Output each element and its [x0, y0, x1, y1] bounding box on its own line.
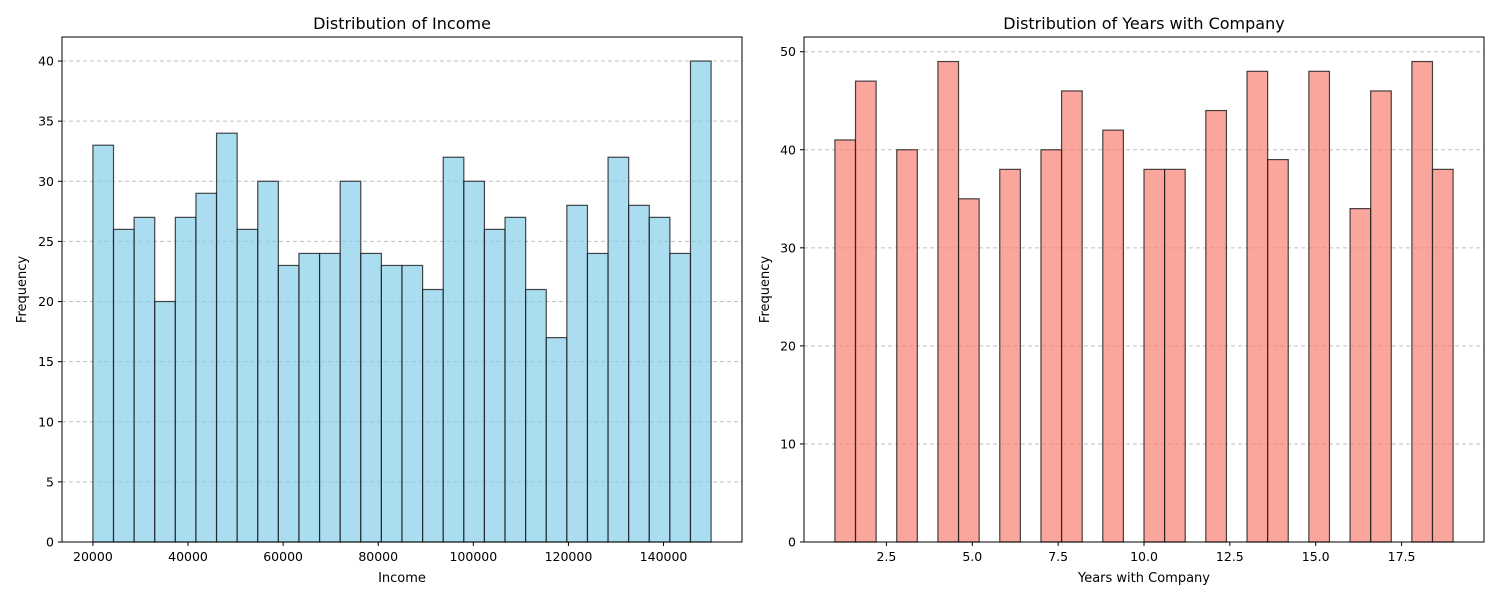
income-bar — [92, 144, 115, 543]
income-y-tick-label: 15 — [38, 354, 54, 369]
income-bar — [133, 216, 156, 543]
income-x-tick-label: 60000 — [263, 549, 303, 564]
income-y-ticks: 0 5 10 15 20 25 30 35 40 — [38, 54, 62, 550]
income-bar — [380, 264, 403, 543]
years-x-axis-label: Years with Company — [1077, 571, 1210, 586]
years-chart-title: Distribution of Years with Company — [1003, 14, 1284, 33]
years-bar — [937, 60, 960, 543]
income-bars — [92, 60, 712, 543]
income-bar — [360, 252, 382, 543]
years-bar — [1411, 60, 1434, 543]
income-y-tick-label: 5 — [46, 474, 54, 489]
years-bar — [1308, 70, 1331, 543]
income-y-tick-label: 20 — [38, 294, 54, 309]
income-bar — [195, 192, 218, 543]
income-x-tick-label: 120000 — [545, 549, 593, 564]
income-bar — [277, 264, 300, 543]
income-y-tick-label: 35 — [38, 114, 54, 129]
years-bar — [1060, 90, 1083, 543]
income-bar — [112, 228, 135, 543]
years-bar — [1267, 158, 1289, 543]
income-histogram: 20000 40000 60000 80000 100000 120000 140000 0… — [15, 14, 743, 586]
years-y-tick-label: 0 — [788, 535, 796, 550]
years-bars — [834, 60, 1454, 543]
income-x-tick-label: 40000 — [168, 549, 208, 564]
years-bar — [1349, 208, 1372, 543]
income-y-tick-label: 10 — [38, 414, 54, 429]
years-y-tick-label: 50 — [780, 44, 796, 59]
income-bar — [504, 216, 527, 543]
years-y-tick-label: 10 — [780, 436, 796, 451]
years-bar — [999, 168, 1021, 543]
income-x-ticks: 20000 40000 60000 80000 100000 120000 140000 — [73, 542, 687, 564]
income-bar — [236, 228, 259, 543]
income-bar — [339, 180, 362, 543]
years-histogram: 2.5 5.0 7.5 10.0 12.5 15.0 17.5 0 10 20 30 40 50 Di… — [758, 14, 1485, 586]
years-x-ticks: 2.5 5.0 7.5 10.0 12.5 15.0 17.5 — [876, 542, 1415, 564]
income-bar — [215, 132, 238, 543]
years-bar — [834, 139, 857, 543]
years-bar — [1164, 168, 1186, 543]
income-y-tick-label: 0 — [46, 535, 54, 550]
years-bar — [957, 198, 980, 543]
income-y-tick-label: 30 — [38, 174, 54, 189]
income-bar — [545, 336, 568, 543]
income-bar — [174, 216, 197, 543]
income-x-axis-label: Income — [378, 571, 426, 586]
income-bar — [422, 288, 444, 543]
income-bar — [648, 216, 671, 543]
years-x-tick-label: 7.5 — [1048, 549, 1068, 564]
years-x-tick-label: 12.5 — [1216, 549, 1244, 564]
income-bar — [298, 252, 321, 543]
income-bar — [154, 300, 176, 543]
income-y-tick-label: 40 — [38, 54, 54, 69]
income-bar — [689, 60, 712, 543]
years-x-tick-label: 17.5 — [1388, 549, 1416, 564]
income-bar — [463, 180, 486, 543]
income-bar — [628, 204, 650, 543]
income-plot-frame — [61, 36, 743, 543]
years-y-tick-label: 40 — [780, 142, 796, 157]
income-chart-title: Distribution of Income — [313, 14, 491, 33]
income-bar — [401, 264, 424, 543]
income-bar — [566, 204, 589, 543]
income-bar — [442, 156, 465, 543]
income-x-tick-label: 100000 — [449, 549, 497, 564]
years-bar — [1205, 109, 1228, 543]
income-x-tick-label: 20000 — [73, 549, 113, 564]
years-x-tick-label: 2.5 — [876, 549, 896, 564]
years-y-axis-label: Frequency — [758, 256, 773, 323]
income-bar — [586, 252, 609, 543]
income-x-tick-label: 80000 — [358, 549, 398, 564]
income-bar — [607, 156, 630, 543]
years-bar — [1370, 90, 1392, 543]
years-y-ticks: 0 10 20 30 40 50 — [780, 44, 804, 550]
years-bar — [1431, 168, 1454, 543]
income-y-axis-label: Frequency — [15, 256, 30, 323]
years-y-tick-label: 20 — [780, 338, 796, 353]
years-x-tick-label: 15.0 — [1302, 549, 1330, 564]
years-bar — [854, 80, 877, 543]
years-bar — [896, 149, 918, 543]
income-bar — [257, 180, 279, 543]
years-bar — [1040, 149, 1063, 543]
income-y-tick-label: 25 — [38, 234, 54, 249]
income-x-tick-label: 140000 — [640, 549, 688, 564]
years-bar — [1102, 129, 1124, 543]
years-x-tick-label: 5.0 — [962, 549, 982, 564]
income-bar — [669, 252, 692, 543]
years-y-tick-label: 30 — [780, 240, 796, 255]
income-bar — [525, 288, 547, 543]
income-bar — [318, 252, 341, 543]
years-x-tick-label: 10.0 — [1130, 549, 1158, 564]
years-bar — [1143, 168, 1166, 543]
income-bar — [483, 228, 506, 543]
years-bar — [1246, 70, 1269, 543]
